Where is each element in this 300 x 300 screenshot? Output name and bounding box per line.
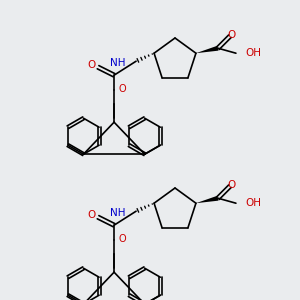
Polygon shape	[196, 46, 218, 53]
Text: O: O	[118, 234, 126, 244]
Text: NH: NH	[110, 208, 125, 218]
Text: O: O	[87, 210, 95, 220]
Text: OH: OH	[245, 48, 261, 58]
Text: O: O	[228, 180, 236, 190]
Text: O: O	[118, 84, 126, 94]
Polygon shape	[196, 196, 218, 203]
Text: OH: OH	[245, 198, 261, 208]
Text: O: O	[228, 30, 236, 40]
Text: O: O	[87, 60, 95, 70]
Text: NH: NH	[110, 58, 125, 68]
